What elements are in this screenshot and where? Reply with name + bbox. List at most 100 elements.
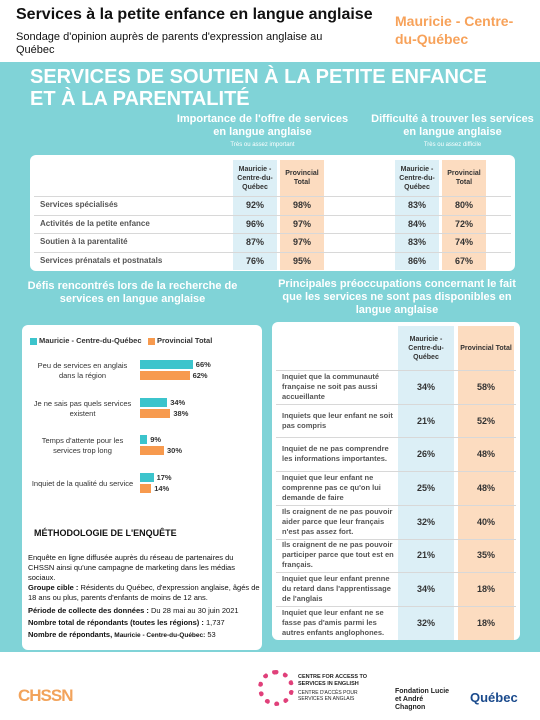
cell-value: 95% bbox=[292, 255, 311, 266]
column-bg bbox=[398, 326, 454, 640]
row-label: Activités de la petite enfance bbox=[40, 218, 150, 228]
cell-value: 92% bbox=[245, 200, 264, 211]
subtitle: Sondage d'opinion auprès de parents d'ex… bbox=[16, 31, 323, 56]
chart: Mauricie - Centre-du-Québec Provincial To… bbox=[22, 325, 262, 650]
bar bbox=[140, 360, 193, 369]
row-line bbox=[276, 605, 516, 607]
item-sublabel: Mauricie - Centre-du-Québec: bbox=[114, 632, 206, 639]
cell-value: 34% bbox=[416, 381, 435, 392]
column-header: Provincial Total bbox=[447, 170, 481, 186]
row-label: Services spécialisés bbox=[40, 200, 118, 210]
category-label: Temps d'attente pour les services trop l… bbox=[41, 436, 124, 455]
bar bbox=[140, 371, 190, 380]
bar bbox=[140, 483, 152, 493]
row-line bbox=[276, 538, 516, 540]
row-label: Soutien à la parentalité bbox=[40, 237, 128, 247]
row-line bbox=[34, 233, 511, 234]
value-label: 38% bbox=[173, 408, 189, 418]
row-line bbox=[276, 370, 516, 371]
legend-label: Provincial Total bbox=[157, 336, 213, 345]
logo: CENTRE D'ACCÈS POUR SERVICES EN ANGLAIS bbox=[298, 690, 358, 702]
support-table: Mauricie - Centre-du-Québec Provincial To… bbox=[30, 155, 515, 271]
bar bbox=[140, 472, 154, 482]
row-label: Services prénatals et postnatals bbox=[40, 255, 163, 265]
item-label: Nombre de répondants, bbox=[28, 630, 113, 639]
cell-value: 83% bbox=[407, 200, 426, 211]
bar bbox=[140, 435, 148, 444]
item-text: 1,737 bbox=[205, 618, 225, 627]
cell-value: 96% bbox=[245, 218, 264, 229]
column-header: Mauricie - Centre-du-Québec bbox=[408, 335, 444, 361]
methodology-item: Période de collecte des données : Du 28 … bbox=[28, 606, 260, 616]
row-line bbox=[276, 403, 516, 405]
item-text: Résidents du Québec, d'expression anglai… bbox=[28, 583, 260, 602]
value-label: 34% bbox=[170, 397, 186, 407]
value-label: 30% bbox=[167, 446, 183, 455]
concerns-table: Mauricie - Centre-du-Québec Provincial To… bbox=[272, 322, 520, 640]
category-label: Peu de services en anglais dans la régio… bbox=[37, 361, 128, 380]
row-line bbox=[276, 504, 516, 506]
section-title: SERVICES DE SOUTIEN À LA PETITE ENFANCE … bbox=[30, 66, 487, 110]
cell-value: 80% bbox=[454, 200, 473, 211]
methodology-item: Nombre total de répondants (toutes les r… bbox=[28, 618, 260, 628]
row-label: Inquiets que leur enfant ne soit pas com… bbox=[282, 410, 393, 430]
logo: CENTRE FOR ACCESS TO SERVICES IN ENGLISH bbox=[298, 674, 368, 687]
cell-value: 97% bbox=[292, 218, 311, 229]
cell-value: 21% bbox=[416, 550, 435, 561]
value-label: 62% bbox=[192, 371, 208, 380]
value-label: 14% bbox=[154, 483, 170, 493]
region: Mauricie - Centre-du-Québec bbox=[395, 13, 514, 47]
cell-value: 18% bbox=[476, 617, 495, 628]
cell-value: 87% bbox=[245, 237, 264, 248]
legend-swatch bbox=[30, 338, 37, 345]
cell-value: 35% bbox=[476, 550, 495, 561]
logo: Fondation Lucie et André Chagnon bbox=[395, 688, 450, 711]
cell-value: 26% bbox=[416, 449, 435, 460]
item-label: Période de collecte des données : bbox=[28, 606, 149, 615]
row-label: Inquiet que leur enfant prenne du retard… bbox=[282, 574, 391, 604]
item-text: 53 bbox=[207, 630, 216, 639]
cell-value: 34% bbox=[416, 584, 435, 595]
cell-value: 32% bbox=[416, 617, 435, 628]
methodology-title: MÉTHODOLOGIE DE L'ENQUÊTE bbox=[34, 528, 177, 538]
cell-value: 32% bbox=[416, 516, 435, 527]
row-label: Ils craignent de ne pas pouvoir particip… bbox=[282, 540, 394, 570]
logo: Québec bbox=[470, 690, 518, 705]
chart-title: Défis rencontrés lors de la recherche de… bbox=[27, 280, 238, 305]
methodology-intro: Enquête en ligne diffusée auprès du rése… bbox=[28, 553, 235, 582]
methodology-item: Groupe cible : Résidents du Québec, d'ex… bbox=[28, 583, 260, 603]
group-subtitle: Très ou assez important bbox=[230, 142, 295, 148]
cell-value: 84% bbox=[407, 218, 426, 229]
item-label: Nombre total de répondants (toutes les r… bbox=[28, 618, 204, 627]
group-title: Importance de l'offre de services en lan… bbox=[176, 113, 349, 138]
title: Services à la petite enfance en langue a… bbox=[16, 6, 373, 23]
column-header: Mauricie - Centre-du-Québec bbox=[399, 165, 435, 191]
cell-value: 25% bbox=[416, 482, 435, 493]
cell-value: 48% bbox=[476, 482, 495, 493]
row-label: Ils craignent de ne pas pouvoir aider pa… bbox=[282, 506, 393, 536]
column-header: Provincial Total bbox=[285, 170, 319, 186]
cell-value: 52% bbox=[476, 415, 495, 426]
concerns-title: Principales préoccupations concernant le… bbox=[278, 278, 516, 316]
item-label: Groupe cible : bbox=[28, 583, 79, 592]
value-label: 66% bbox=[195, 360, 211, 369]
cell-value: 97% bbox=[292, 237, 311, 248]
category-label: Inquiet de la qualité du service bbox=[31, 478, 134, 488]
row-line bbox=[276, 437, 516, 439]
group-title: Difficulté à trouver les services en lan… bbox=[371, 113, 534, 138]
cell-value: 58% bbox=[476, 381, 495, 392]
row-label: Inquiet que la communauté française ne s… bbox=[282, 371, 380, 401]
row-line bbox=[34, 251, 511, 253]
bar bbox=[140, 408, 171, 418]
cell-value: 21% bbox=[416, 415, 435, 426]
cell-value: 86% bbox=[407, 255, 426, 266]
value-label: 9% bbox=[150, 435, 162, 444]
row-line bbox=[34, 196, 511, 197]
row-label: Inquiet que leur enfant ne se fasse pas … bbox=[282, 607, 385, 637]
bar bbox=[140, 446, 164, 455]
value-label: 17% bbox=[156, 472, 172, 482]
row-label: Inquiet que leur enfant ne comprenne pas… bbox=[282, 472, 381, 502]
category-label: Je ne sais pas quels services existent bbox=[33, 398, 132, 418]
row-label: Inquiet de ne pas comprendre les informa… bbox=[282, 444, 389, 464]
